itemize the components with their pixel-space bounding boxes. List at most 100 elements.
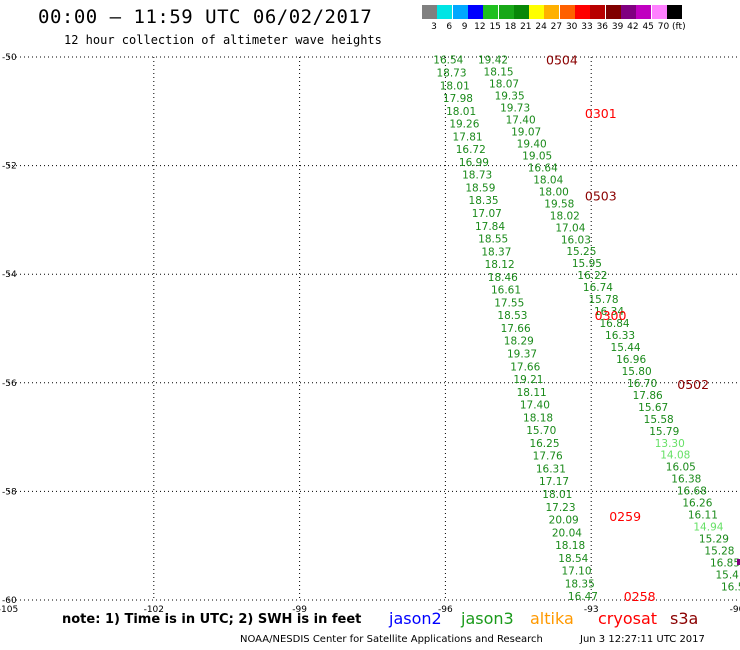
x-tick-label: -105: [0, 605, 18, 615]
y-tick-label: -60: [2, 596, 17, 606]
colorbar-label: 15: [489, 22, 501, 32]
wave-height-value: 16.68: [677, 486, 707, 498]
colorbar-label: 27: [550, 22, 563, 32]
wave-height-value: 16.54: [433, 55, 463, 67]
wave-height-value: 17.66: [501, 323, 531, 335]
wave-height-value: 18.73: [436, 67, 466, 79]
wave-height-value: 16.50: [721, 581, 740, 593]
wave-height-value: 16.47: [568, 591, 598, 603]
legend-s3a: s3a: [670, 609, 699, 628]
wave-height-value: 19.58: [544, 198, 574, 210]
wave-height-value: 16.31: [536, 463, 566, 475]
wave-height-value: 17.40: [506, 115, 536, 127]
wave-height-value: 18.37: [481, 246, 511, 258]
wave-height-value: 18.07: [489, 79, 519, 91]
wave-height-value: 16.34: [594, 306, 624, 318]
colorbar-label: 33: [581, 22, 593, 32]
wave-height-value: 15.28: [704, 546, 734, 558]
wave-height-value: 17.10: [561, 566, 591, 578]
wave-height-value: 16.61: [491, 285, 521, 297]
wave-height-value: 14.94: [693, 522, 723, 534]
wave-height-value: 16.05: [666, 462, 696, 474]
colorbar-label: 30: [565, 22, 578, 32]
colorbar-swatch: [437, 5, 453, 19]
wave-height-value: 15.70: [526, 425, 556, 437]
y-tick-label: -50: [2, 53, 17, 63]
wave-height-value: 19.42: [478, 55, 508, 67]
legend-cryosat: cryosat: [598, 609, 658, 628]
wave-height-value: 17.04: [555, 222, 585, 234]
wave-height-value: 18.01: [542, 489, 572, 501]
wave-height-value: 15.79: [649, 426, 679, 438]
wave-height-value: 17.81: [453, 131, 483, 143]
footer-note: note: 1) Time is in UTC; 2) SWH is in fe…: [62, 612, 362, 627]
colorbar-label: 24: [535, 22, 547, 32]
wave-height-value: 17.07: [472, 208, 502, 220]
wave-height-value: 18.53: [497, 310, 527, 322]
colorbar-swatch: [636, 5, 652, 19]
wave-height-value: 15.41: [715, 569, 740, 581]
wave-height-value: 18.01: [440, 80, 470, 92]
wave-height-value: 18.35: [469, 195, 499, 207]
colorbar-label: 9: [461, 22, 468, 32]
wave-height-value: 18.46: [488, 272, 518, 284]
wave-height-value: 15.29: [699, 534, 729, 546]
wave-height-value: 18.11: [517, 387, 547, 399]
pass-time-label: 0300: [595, 308, 627, 323]
map-grid: [8, 56, 737, 601]
wave-height-value: 16.38: [671, 474, 701, 486]
y-tick-label: -56: [2, 379, 17, 389]
wave-height-value: 16.64: [528, 162, 558, 174]
x-tick-label: -99: [292, 605, 307, 615]
wave-height-value: 15.80: [622, 366, 652, 378]
x-tick-label: -96: [438, 605, 453, 615]
wave-height-value: 19.26: [449, 119, 479, 131]
wave-height-value: 18.59: [465, 182, 495, 194]
wave-height-value: 18.35: [565, 578, 595, 590]
colorbar-label: 42: [627, 22, 639, 32]
colorbar-swatch: [498, 5, 514, 19]
wave-height-value: 18.73: [462, 170, 492, 182]
colorbar-label: 45: [642, 22, 654, 32]
colorbar-swatch: [666, 5, 682, 19]
wave-height-value: 16.11: [688, 510, 718, 522]
x-tick-label: -102: [144, 605, 164, 615]
wave-height-value: 18.12: [485, 259, 515, 271]
edge-marker: [737, 558, 740, 565]
wave-height-value: 19.07: [511, 127, 541, 139]
wave-height-value: 17.17: [539, 476, 569, 488]
wave-height-value: 17.86: [633, 390, 663, 402]
wave-height-value: 18.18: [523, 412, 553, 424]
wave-height-value: 17.55: [494, 297, 524, 309]
colorbar-swatch: [559, 5, 575, 19]
legend-jason3: jason3: [461, 609, 514, 628]
colorbar-swatch: [651, 5, 667, 19]
map-subtitle: 12 hour collection of altimeter wave hei…: [64, 33, 382, 47]
colorbar-label: (ft): [672, 22, 686, 32]
wave-height-value: 16.26: [682, 498, 712, 510]
wave-height-value: 16.25: [529, 438, 559, 450]
colorbar-swatch: [590, 5, 606, 19]
colorbar-swatch: [529, 5, 545, 19]
wave-height-value: 16.84: [600, 318, 630, 330]
wave-height-value: 16.74: [583, 282, 613, 294]
colorbar-label: 70: [657, 22, 670, 32]
wave-height-value: 16.70: [627, 378, 657, 390]
wave-height-value: 13.30: [655, 438, 685, 450]
map-axes: -105 -102 -99 -96 -93 -90 -50 -52 -54 -56 -58 -60: [0, 53, 740, 615]
colorbar-swatch: [452, 5, 468, 19]
wave-height-value: 18.04: [533, 174, 563, 186]
wave-height-value: 17.84: [475, 221, 505, 233]
wave-height-value: 17.76: [533, 451, 563, 463]
wave-height-value: 18.00: [539, 186, 569, 198]
wave-height-value: 17.98: [443, 93, 473, 105]
colorbar-label: 12: [474, 22, 486, 32]
colorbar-label: 3: [431, 22, 437, 32]
pass-time-label: 0259: [609, 509, 641, 524]
wave-height-value: 15.44: [611, 342, 641, 354]
colorbar-swatch: [513, 5, 529, 19]
colorbar-label: 6: [446, 22, 453, 32]
colorbar-swatch: [620, 5, 636, 19]
map-title: 00:00 – 11:59 UTC 06/02/2017: [38, 6, 373, 28]
wave-height-value: 17.66: [510, 361, 540, 373]
